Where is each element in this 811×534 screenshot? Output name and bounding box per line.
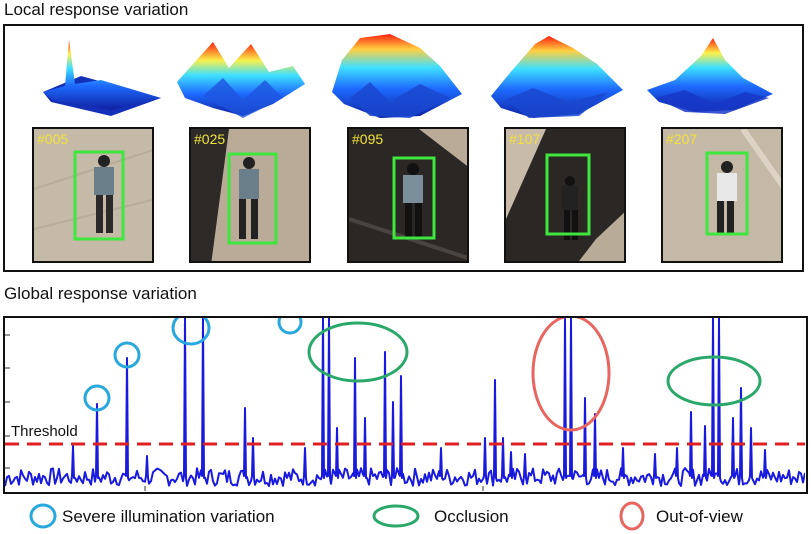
legend-illumination-label: Severe illumination variation [62, 507, 275, 526]
response-curve [5, 318, 805, 487]
frame-thumbnail-095: #095 [347, 127, 469, 263]
legend-out-of-view-label: Out-of-view [656, 507, 743, 526]
plot-ticks [5, 334, 484, 491]
global-section-title: Global response variation [4, 284, 197, 303]
occlusion-marker [307, 321, 409, 383]
illumination-marker [83, 384, 111, 412]
response-map-005 [43, 40, 161, 116]
out-of-view-marker [531, 318, 611, 432]
legend-occlusion-swatch [372, 504, 420, 528]
frame-number: #207 [666, 131, 698, 147]
frame-thumbnail-005: #005 [32, 127, 154, 263]
frame-thumbnail-107: #107 [504, 127, 626, 263]
local-response-panel: #005 #025 #095 [3, 24, 804, 272]
response-map-025 [177, 42, 305, 118]
frame-number: #025 [194, 131, 226, 147]
occlusion-markers [307, 321, 762, 407]
frame-number: #095 [352, 131, 384, 147]
response-plot-canvas [5, 318, 805, 491]
frame-thumbnail-207: #207 [661, 127, 783, 263]
response-map-107 [491, 36, 623, 118]
frame-number: #005 [37, 131, 69, 147]
illumination-marker [277, 318, 303, 335]
frame-thumbnail-025: #025 [189, 127, 311, 263]
legend-occlusion-label: Occlusion [434, 507, 509, 526]
illumination-markers [83, 318, 303, 412]
legend-out-of-view-swatch [619, 501, 645, 531]
response-map-095 [332, 34, 462, 118]
legend-out-of-view: Out-of-view [618, 501, 778, 531]
out-of-view-markers [531, 318, 611, 432]
illumination-marker [171, 318, 211, 346]
illumination-marker [113, 341, 141, 369]
occlusion-marker [666, 355, 762, 407]
local-section-title: Local response variation [4, 0, 189, 19]
legend-illumination: Severe illumination variation [28, 501, 348, 531]
frame-number: #107 [509, 131, 541, 147]
legend-occlusion: Occlusion [372, 501, 542, 531]
threshold-label: Threshold [11, 423, 78, 440]
legend-illumination-swatch [29, 503, 57, 529]
response-map-207 [647, 38, 773, 114]
global-response-plot: Threshold [3, 316, 808, 494]
